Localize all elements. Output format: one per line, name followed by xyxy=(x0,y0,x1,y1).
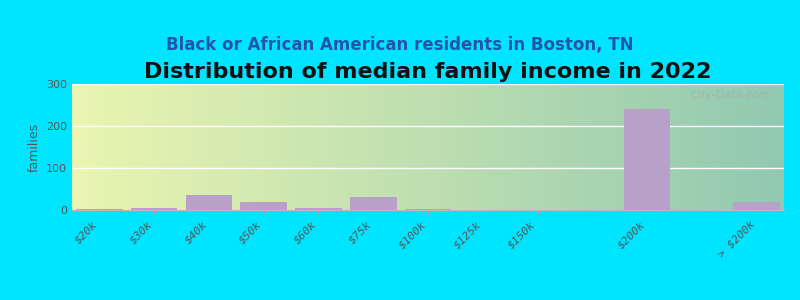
Bar xyxy=(186,195,232,210)
Bar xyxy=(76,209,122,210)
Bar xyxy=(295,208,342,210)
Bar xyxy=(734,202,780,210)
Title: Distribution of median family income in 2022: Distribution of median family income in … xyxy=(144,62,712,82)
Text: City-Data.com: City-Data.com xyxy=(690,90,770,100)
Bar xyxy=(350,196,397,210)
Bar xyxy=(131,208,178,210)
Bar xyxy=(624,109,670,210)
Bar xyxy=(241,202,287,210)
Text: Black or African American residents in Boston, TN: Black or African American residents in B… xyxy=(166,36,634,54)
Y-axis label: families: families xyxy=(27,122,41,172)
Bar xyxy=(405,209,451,210)
